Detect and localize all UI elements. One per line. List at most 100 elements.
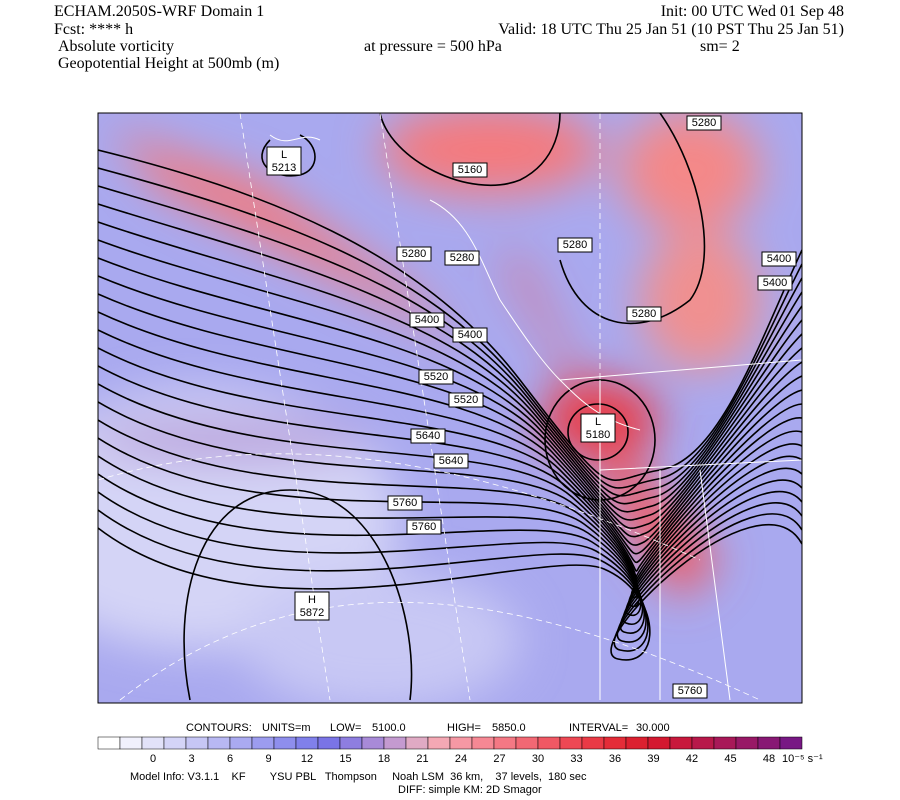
contour-line (98, 239, 802, 521)
extremum-box (294, 591, 330, 621)
map-frame (97, 112, 803, 704)
contour-line (98, 329, 802, 564)
colorbar-box (581, 736, 605, 750)
contour-line (98, 455, 802, 625)
colorbar-tick-label: 15 (339, 753, 351, 765)
contour-label: 5520 (454, 394, 478, 406)
colorbar-box (317, 736, 341, 750)
forecast: Fcst: **** h (54, 21, 133, 38)
colorbar-box (735, 736, 759, 750)
extremum-kind: L (281, 149, 287, 161)
contour-label: 5280 (450, 252, 474, 264)
contour-label: 5280 (402, 248, 426, 260)
label-box (448, 392, 484, 408)
colorbar-tick-label: 33 (570, 753, 582, 765)
colorbar-tick-label: 39 (647, 753, 659, 765)
contour-label: 5400 (458, 329, 482, 341)
label-box (757, 275, 793, 291)
shade (240, 570, 520, 703)
contour-line (98, 419, 802, 608)
colorbar-box (207, 736, 231, 750)
contour-line (98, 257, 802, 529)
label-box (444, 250, 480, 266)
pressure: at pressure = 500 hPa (364, 38, 502, 55)
high-value: 5850.0 (492, 722, 526, 734)
colorbar-tick-label: 24 (455, 753, 467, 765)
contour-label: 5280 (692, 117, 716, 129)
extremum-kind: H (308, 594, 316, 606)
contour-line (98, 365, 802, 581)
colorbar-tick-label: 6 (227, 753, 233, 765)
shade (380, 113, 600, 195)
label-box (418, 369, 454, 385)
colorbar-tick-label: 36 (609, 753, 621, 765)
colorbar-box (97, 736, 121, 750)
contour-line (98, 437, 802, 617)
contour-label: 5400 (767, 253, 791, 265)
contour-line (379, 113, 561, 186)
extremum-value: 5213 (272, 162, 296, 174)
shade (640, 230, 760, 370)
colorbar-box (515, 736, 539, 750)
contour-label: 5760 (678, 685, 702, 697)
contour-line (98, 275, 802, 538)
coast (269, 134, 641, 431)
contour-info: CONTOURS: UNITS=m LOW= 5100.0 HIGH= 5850… (186, 722, 670, 734)
colorbar-box (647, 736, 671, 750)
colorbar-box (295, 736, 319, 750)
colorbar-box (141, 736, 165, 750)
interval-label: INTERVAL= (569, 722, 628, 734)
height-contours (98, 113, 802, 701)
title: ECHAM.2050S-WRF Domain 1 (54, 3, 264, 20)
contour-line (98, 491, 802, 643)
colorbar-box (757, 736, 781, 750)
colorbar-tick-label: 48 (763, 753, 775, 765)
colorbar-box (273, 736, 297, 750)
label-box (626, 306, 662, 322)
colorbar-box (185, 736, 209, 750)
contour-line (98, 383, 802, 590)
label-box (686, 115, 722, 131)
colorbar-box (229, 736, 253, 750)
colorbar-box (559, 736, 583, 750)
contour-line (98, 203, 802, 505)
low-value: 5100.0 (372, 722, 406, 734)
label-box (410, 428, 446, 444)
contour-line (559, 113, 706, 325)
colorbar-box (625, 736, 649, 750)
contour-label: 5760 (393, 497, 417, 509)
label-box (433, 453, 469, 469)
label-box (387, 495, 423, 511)
colorbar-box (537, 736, 561, 750)
label-box (452, 327, 488, 343)
colorbar-box (471, 736, 495, 750)
init-time: Init: 00 UTC Wed 01 Sep 48 (661, 3, 844, 20)
field-name: Absolute vorticity (58, 38, 174, 55)
contour-line (98, 401, 802, 599)
extremum-value: 5872 (300, 607, 324, 619)
smoothing: sm= 2 (700, 38, 740, 55)
contour-line (98, 311, 802, 555)
contour-line (98, 167, 802, 489)
colorbar-tick-label: 27 (493, 753, 505, 765)
colorbar-tick-label: 45 (724, 753, 736, 765)
colorbar-unit: 10⁻⁵ s⁻¹ (782, 753, 823, 765)
label-box (672, 683, 708, 699)
shade (110, 130, 470, 360)
contour-line (98, 473, 802, 634)
contour-label: 5640 (416, 430, 440, 442)
contour-label: 5160 (458, 164, 482, 176)
units: UNITS=m (262, 722, 311, 734)
diff-info: DIFF: simple KM: 2D Smagor (398, 784, 542, 796)
colorbar-box (251, 736, 275, 750)
graticule (98, 113, 761, 701)
label-box (406, 519, 442, 535)
borders (559, 359, 802, 701)
colorbar-box (449, 736, 473, 750)
contours-label: CONTOURS: (186, 722, 252, 734)
colorbar-box (779, 736, 803, 750)
contour-line (98, 185, 802, 497)
valid-time: Valid: 18 UTC Thu 25 Jan 51 (10 PST Thu … (498, 21, 844, 38)
colorbar-tick-label: 30 (532, 753, 544, 765)
colorbar-tick-label: 0 (150, 753, 156, 765)
